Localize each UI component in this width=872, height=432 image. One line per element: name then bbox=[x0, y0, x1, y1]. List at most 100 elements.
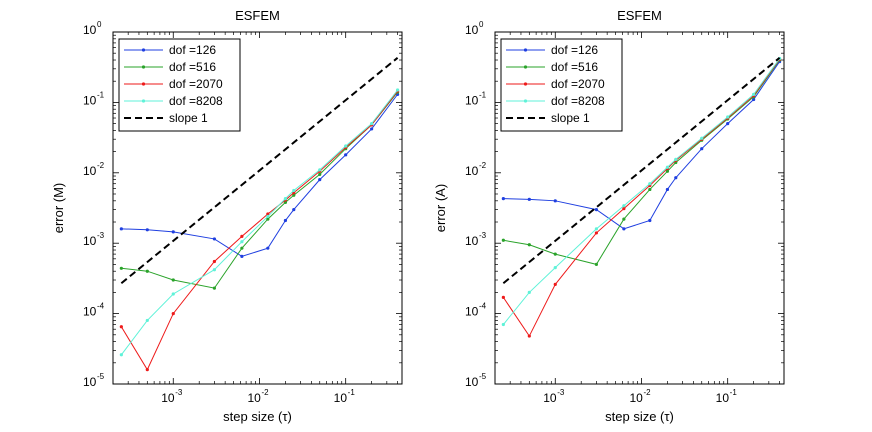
data-point bbox=[292, 188, 296, 193]
series-line bbox=[121, 91, 398, 289]
data-point bbox=[119, 325, 123, 329]
legend-marker bbox=[141, 99, 146, 103]
data-point bbox=[752, 92, 756, 96]
data-point bbox=[501, 197, 505, 201]
data-point bbox=[665, 187, 670, 192]
y-tick-base: 10 bbox=[83, 305, 97, 319]
data-point bbox=[292, 208, 296, 212]
legend-marker bbox=[523, 48, 528, 52]
x-tick-label: 10 -1 bbox=[334, 388, 356, 405]
legend-marker bbox=[523, 82, 528, 86]
series-line bbox=[503, 61, 781, 230]
series-layer bbox=[119, 57, 400, 372]
x-tick-base: 10 bbox=[716, 391, 730, 405]
y-tick-exponent: -2 bbox=[97, 161, 105, 170]
series-line bbox=[503, 59, 780, 265]
legend: dof =126 dof =516 dof =2070 dof =8208 slope … bbox=[500, 38, 623, 132]
legend-entry: dof =8208 bbox=[124, 94, 223, 108]
data-point bbox=[700, 147, 704, 151]
x-tick-base: 10 bbox=[334, 391, 348, 405]
x-tick-base: 10 bbox=[629, 391, 643, 405]
y-tick-label: 10 -3 bbox=[83, 231, 105, 248]
data-point bbox=[266, 217, 270, 221]
y-tick-base: 10 bbox=[465, 93, 479, 107]
y-tick-label: 10 -4 bbox=[465, 302, 487, 319]
data-point bbox=[665, 165, 670, 169]
series-line bbox=[121, 94, 398, 257]
legend-entry: dof =2070 bbox=[124, 77, 223, 91]
data-point bbox=[171, 312, 175, 316]
data-point bbox=[553, 252, 557, 256]
series-dof-126 bbox=[501, 59, 782, 231]
legend-entry: dof =516 bbox=[124, 60, 216, 74]
data-point bbox=[726, 121, 730, 126]
x-tick-label: 10 -2 bbox=[629, 388, 651, 405]
data-point bbox=[648, 218, 652, 223]
y-tick-exponent: -1 bbox=[97, 90, 105, 99]
y-tick-exponent: 0 bbox=[97, 20, 102, 29]
x-tick-base: 10 bbox=[161, 391, 175, 405]
y-tick-label: 10 -1 bbox=[83, 90, 105, 107]
y-tick-exponent: -4 bbox=[97, 302, 105, 311]
legend-entry: slope 1 bbox=[506, 111, 590, 125]
y-tick-label: 10 -3 bbox=[465, 231, 487, 248]
y-tick-base: 10 bbox=[465, 164, 479, 178]
data-point bbox=[283, 218, 288, 223]
right-chart: 10 -3 10 -2 10 -110 -510 -410 -310 -210 -110 0ESFEM… bbox=[433, 8, 785, 424]
data-point bbox=[145, 269, 149, 273]
data-point bbox=[674, 157, 678, 162]
x-tick-exponent: -1 bbox=[730, 388, 738, 397]
x-tick-label: 10 -3 bbox=[543, 388, 565, 405]
data-point bbox=[700, 136, 704, 140]
data-point bbox=[212, 259, 216, 264]
data-point bbox=[318, 172, 322, 176]
x-tick-exponent: -2 bbox=[261, 388, 269, 397]
legend-entry: dof =8208 bbox=[506, 94, 605, 108]
legend-marker bbox=[141, 65, 146, 69]
y-tick-base: 10 bbox=[465, 234, 479, 248]
y-tick-exponent: -2 bbox=[479, 161, 487, 170]
legend-box bbox=[118, 38, 241, 132]
data-point bbox=[527, 334, 531, 338]
data-point bbox=[119, 266, 123, 270]
data-point bbox=[665, 169, 670, 173]
legend-entry: dof =126 bbox=[506, 43, 598, 57]
data-point bbox=[240, 234, 244, 238]
x-tick-exponent: -2 bbox=[643, 388, 651, 397]
data-point bbox=[119, 227, 123, 231]
data-point bbox=[501, 322, 505, 327]
x-tick-label: 10 -3 bbox=[161, 388, 183, 405]
y-tick-exponent: -1 bbox=[479, 90, 487, 99]
data-point bbox=[622, 207, 626, 211]
x-tick-exponent: -1 bbox=[348, 388, 356, 397]
series-dof-8208 bbox=[119, 88, 400, 357]
data-point bbox=[171, 230, 175, 234]
y-tick-base: 10 bbox=[465, 305, 479, 319]
series-line bbox=[120, 57, 399, 285]
legend-label: dof =2070 bbox=[551, 77, 605, 91]
data-point bbox=[594, 231, 598, 235]
x-tick-base: 10 bbox=[247, 391, 261, 405]
legend-marker bbox=[141, 48, 146, 52]
data-point bbox=[622, 217, 626, 221]
y-tick-label: 10 -5 bbox=[465, 372, 487, 389]
data-point bbox=[266, 212, 270, 216]
data-point bbox=[318, 168, 322, 172]
data-point bbox=[648, 187, 652, 192]
data-point bbox=[240, 254, 244, 258]
legend-marker bbox=[523, 99, 528, 103]
data-point bbox=[648, 182, 652, 186]
axes-frame bbox=[112, 31, 403, 385]
x-tick-label: 10 -1 bbox=[716, 388, 738, 405]
y-tick-label: 10 -5 bbox=[83, 372, 105, 389]
data-point bbox=[266, 246, 270, 250]
data-point bbox=[594, 227, 598, 231]
legend-box bbox=[500, 38, 623, 132]
y-tick-label: 10 0 bbox=[83, 20, 102, 37]
y-tick-base: 10 bbox=[465, 23, 479, 37]
legend-marker bbox=[523, 65, 528, 69]
data-point bbox=[622, 227, 626, 231]
data-point bbox=[622, 204, 626, 208]
data-point bbox=[553, 282, 557, 286]
